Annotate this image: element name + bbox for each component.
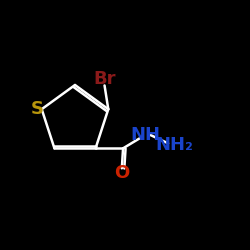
Text: NH: NH (130, 126, 160, 144)
Text: S: S (31, 100, 44, 118)
Text: O: O (114, 164, 130, 182)
Text: Br: Br (93, 70, 116, 88)
Text: NH₂: NH₂ (156, 136, 193, 154)
